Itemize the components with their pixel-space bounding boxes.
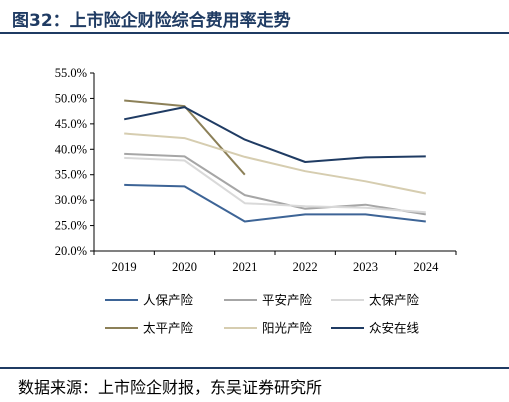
legend-label: 人保产险 — [143, 293, 194, 308]
series-line-6 — [124, 106, 426, 163]
series-line-1 — [124, 183, 426, 223]
x-tick-label: 2021 — [232, 260, 257, 274]
series-line-3 — [124, 156, 426, 214]
y-axis-ticks: 20.0% 25.0% 30.0% 35.0% 40.0% 45.0% 50.0% 55.0% — [55, 66, 94, 258]
y-tick-label: 45.0% — [55, 117, 87, 131]
legend-label: 平安产险 — [262, 293, 313, 308]
y-tick-label: 30.0% — [55, 193, 87, 207]
x-tick-label: 2020 — [172, 260, 197, 274]
source-rule — [0, 367, 509, 369]
x-tick-label: 2019 — [112, 260, 137, 274]
legend-label: 众安在线 — [369, 321, 420, 336]
y-tick-label: 35.0% — [55, 168, 87, 182]
x-tick-label: 2023 — [353, 260, 378, 274]
series-line-5 — [124, 132, 426, 195]
legend-label: 阳光产险 — [262, 321, 313, 336]
y-tick-label: 25.0% — [55, 219, 87, 233]
legend-label: 太平产险 — [143, 321, 194, 336]
y-tick-label: 55.0% — [55, 66, 87, 80]
x-axis-ticks: 2019 2020 2021 2022 2023 2024 — [93, 251, 457, 274]
y-tick-label: 50.0% — [55, 91, 87, 105]
x-tick-label: 2024 — [413, 260, 439, 274]
x-tick-label: 2022 — [293, 260, 318, 274]
legend-label: 太保产险 — [369, 293, 420, 308]
series-lines — [124, 99, 426, 223]
chart-axes — [93, 73, 456, 252]
series-line-2 — [124, 152, 426, 216]
figure-title: 图32：上市险企财险综合费用率走势 — [12, 11, 291, 31]
y-tick-label: 20.0% — [55, 244, 87, 258]
y-tick-label: 40.0% — [55, 142, 87, 156]
source-note: 数据来源：上市险企财报，东吴证券研究所 — [18, 378, 323, 397]
title-rule — [0, 32, 509, 34]
